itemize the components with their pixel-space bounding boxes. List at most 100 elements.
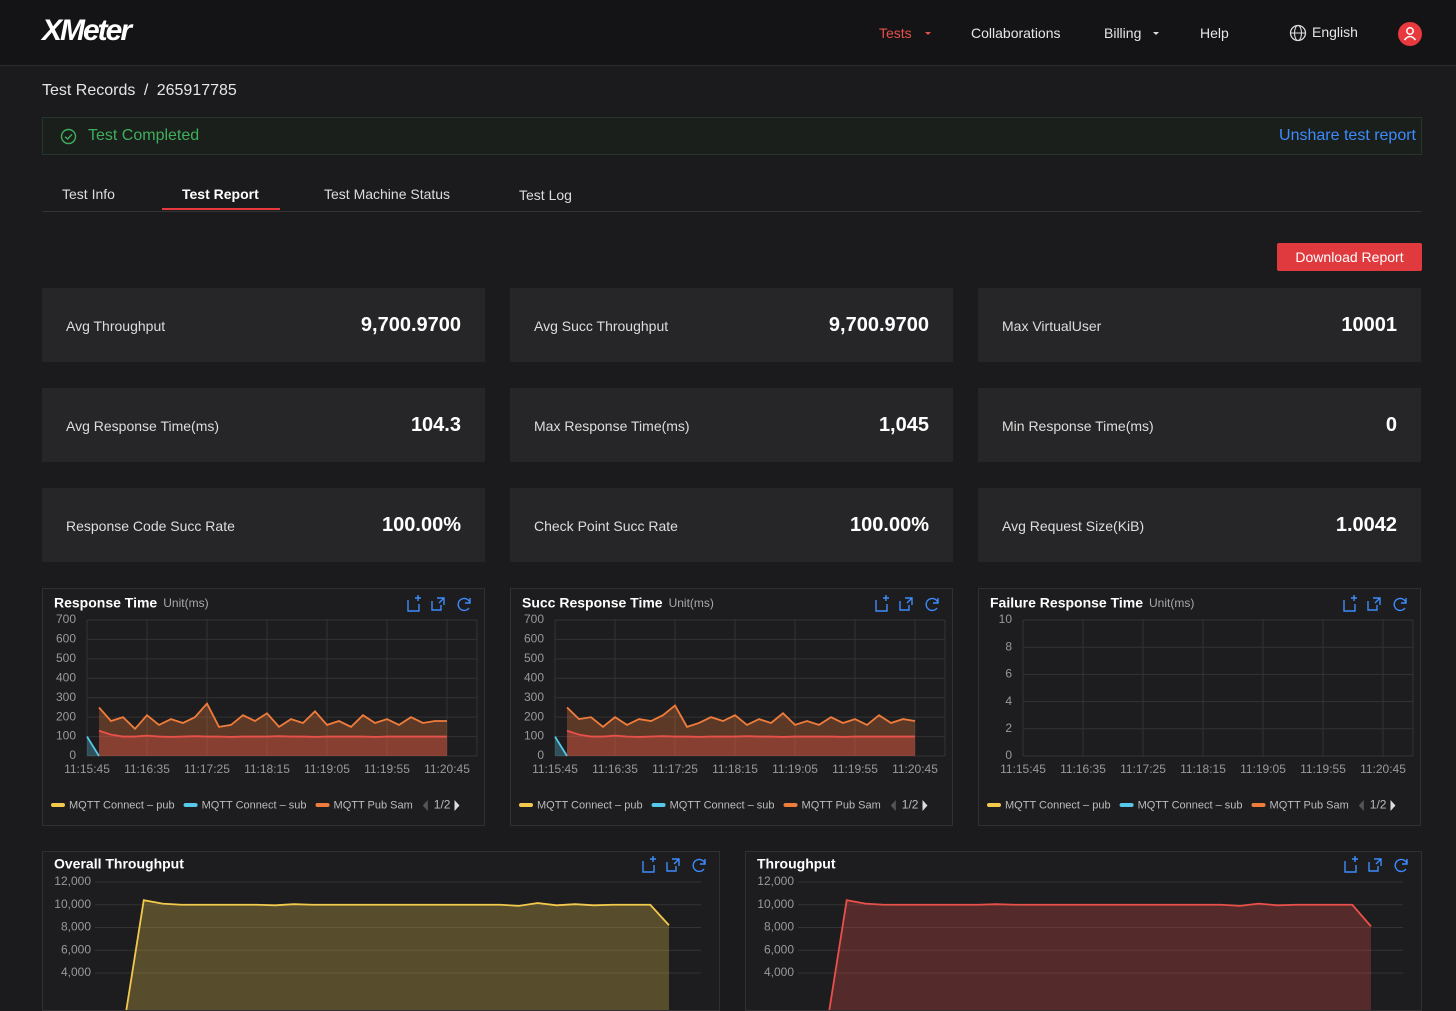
toolbar-icon[interactable]: [925, 597, 939, 612]
legend-page: 1/2: [1370, 798, 1387, 812]
toolbar-icon[interactable]: [642, 856, 656, 873]
legend-label: MQTT Pub Sam: [1270, 799, 1349, 811]
metric-value: 9,700.9700: [360, 314, 461, 336]
series-area: [555, 736, 567, 756]
series-line: [566, 704, 916, 729]
nav-help[interactable]: Help: [1200, 25, 1229, 41]
caret: [925, 32, 931, 35]
y-tick-label: 12,000: [54, 874, 91, 888]
legend-next[interactable]: [454, 800, 460, 811]
chart-card: Overall Throughput 4,000 6,000 8,000 10,000 1…: [42, 851, 720, 1011]
toolbar-icon[interactable]: [899, 597, 913, 611]
metric-value: 0: [1385, 414, 1397, 436]
breadcrumb: Test Records / 265917785: [42, 82, 237, 100]
toolbar-icon[interactable]: [666, 858, 680, 872]
x-tick-label: 11:15:45: [64, 762, 110, 776]
metric-value: 10001: [1341, 314, 1397, 336]
series-area: [99, 703, 447, 756]
icon-shape: [457, 597, 471, 612]
icon-shape: [431, 597, 445, 611]
breadcrumb-separator: /: [143, 82, 149, 99]
legend-swatch: [651, 803, 666, 807]
x-tick-label: 11:18:15: [244, 762, 290, 776]
x-tick-label: 11:20:45: [1360, 762, 1406, 776]
series-line: [86, 736, 100, 757]
x-tick-label: 11:19:05: [772, 762, 818, 776]
series-area: [87, 736, 99, 756]
unshare-link[interactable]: Unshare test report: [1279, 127, 1416, 144]
icon-shape: [407, 595, 421, 612]
chart: Failure Response Time Unit(ms) 0 2 4 6 8 10 11:1…: [987, 595, 1414, 812]
toolbar-icon[interactable]: [692, 858, 706, 873]
nav-collaborations[interactable]: Collaborations: [971, 25, 1061, 41]
y-tick-label: 0: [537, 748, 544, 762]
chart-unit: Unit(ms): [163, 596, 208, 610]
legend-prev: [1358, 800, 1364, 811]
metric-label: Response Code Succ Rate: [66, 518, 235, 534]
metric-card: Avg Succ Throughput 9,700.9700: [510, 288, 953, 362]
toolbar-icon[interactable]: [1368, 858, 1382, 872]
toolbar-icon[interactable]: [1393, 597, 1407, 612]
toolbar-icon[interactable]: [407, 595, 421, 612]
legend-swatch: [987, 803, 1001, 807]
toolbar-icon[interactable]: [457, 597, 471, 612]
tab-indicator: [162, 208, 280, 210]
chart-title: Overall Throughput: [54, 856, 184, 872]
tab[interactable]: Test Log: [519, 187, 572, 203]
metric-value: 100.00%: [382, 514, 461, 536]
toolbar-icon[interactable]: [875, 595, 889, 612]
chart-card: Failure Response Time Unit(ms) 0 2 4 6 8 10 11:1…: [978, 588, 1421, 826]
icon-shape: [1368, 858, 1382, 872]
legend-next[interactable]: [1390, 800, 1396, 811]
legend-swatch: [1119, 803, 1134, 807]
nav-billing[interactable]: Billing: [1104, 25, 1142, 41]
y-tick-label: 6: [1005, 667, 1012, 681]
language[interactable]: English: [1312, 24, 1358, 40]
legend-label: MQTT Connect – pub: [1005, 799, 1111, 811]
x-tick-label: 11:17:25: [652, 762, 698, 776]
chart: Response Time Unit(ms) 0 100 200 300 400 500 600…: [51, 595, 478, 812]
chart-title: Failure Response Time: [990, 595, 1143, 611]
y-tick-label: 10: [999, 612, 1013, 626]
area-fill: [829, 900, 1371, 1010]
chart-card: Succ Response Time Unit(ms) 0 100 200 300 400 5…: [510, 588, 953, 826]
toolbar-icon[interactable]: [1344, 856, 1358, 873]
y-tick-label: 8: [1005, 639, 1012, 653]
legend-next[interactable]: [922, 800, 928, 811]
legend-page: 1/2: [434, 798, 451, 812]
legend-swatch: [51, 803, 65, 807]
metric-label: Avg Request Size(KiB): [1002, 518, 1145, 534]
toolbar-icon[interactable]: [431, 597, 445, 611]
area-line: [125, 899, 670, 1010]
tab[interactable]: Test Machine Status: [324, 186, 451, 202]
toolbar-icon[interactable]: [1343, 595, 1357, 612]
legend-label: MQTT Pub Sam: [802, 799, 881, 811]
icon-shape: [666, 858, 680, 872]
y-tick-label: 700: [56, 612, 76, 626]
nav-tests[interactable]: Tests: [879, 25, 912, 41]
chart-unit: Unit(ms): [1149, 596, 1194, 610]
toolbar-icon[interactable]: [1367, 597, 1381, 611]
user-avatar[interactable]: [1397, 21, 1423, 47]
nav-bar: XMeter Tests Collaborations Billing Help…: [0, 0, 1456, 66]
tab-divider: [42, 211, 1422, 212]
y-tick-label: 700: [524, 612, 544, 626]
icon-shape: [925, 597, 939, 612]
tab-active[interactable]: Test Report: [182, 186, 259, 202]
toolbar-icon[interactable]: [1394, 858, 1408, 873]
series-area: [567, 705, 915, 756]
legend-label: MQTT Pub Sam: [334, 799, 413, 811]
tab[interactable]: Test Info: [62, 186, 115, 202]
y-tick-label: 8,000: [61, 920, 91, 934]
chart-title: Response Time: [54, 595, 157, 611]
y-tick-label: 600: [56, 632, 76, 646]
y-tick-label: 0: [69, 748, 76, 762]
metric-card: Max VirtualUser 10001: [978, 288, 1421, 362]
metric-label: Avg Succ Throughput: [534, 318, 669, 334]
download-button[interactable]: Download Report: [1277, 243, 1422, 271]
breadcrumb-parent[interactable]: Test Records: [42, 82, 136, 99]
brand-logo[interactable]: XMeter: [42, 14, 132, 47]
icon-shape: [692, 858, 706, 873]
icon-shape: [875, 595, 889, 612]
y-tick-label: 500: [524, 651, 544, 665]
